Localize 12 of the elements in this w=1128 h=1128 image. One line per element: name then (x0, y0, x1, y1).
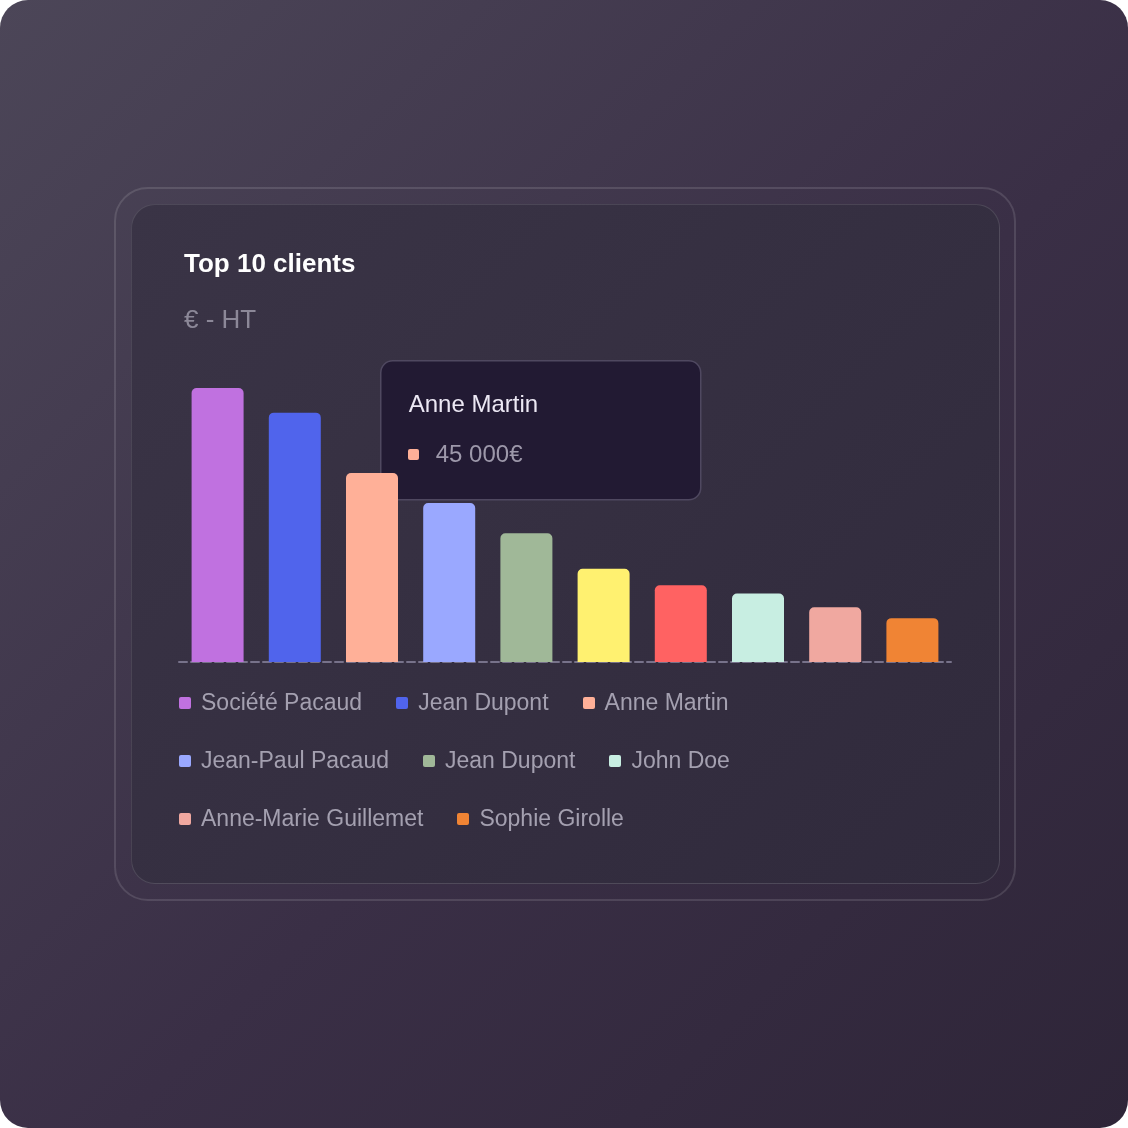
legend-label: Anne Martin (604, 689, 729, 716)
chart-title: Top 10 clients (184, 248, 356, 278)
legend-label: Jean-Paul Pacaud (201, 747, 389, 774)
legend-label: Anne-Marie Guillemet (201, 805, 424, 832)
annotation: Anne Martin (408, 390, 539, 418)
legend-label: John Doe (631, 747, 730, 774)
legend-label: Jean Dupont (444, 747, 576, 774)
legend-label: Sophie Girolle (479, 805, 624, 832)
legend-label: Société Pacaud (201, 689, 363, 716)
chart-subtitle: € - HT (184, 304, 257, 334)
annotation: 45 000€ (435, 440, 524, 468)
legend-label: Jean Dupont (418, 689, 549, 716)
